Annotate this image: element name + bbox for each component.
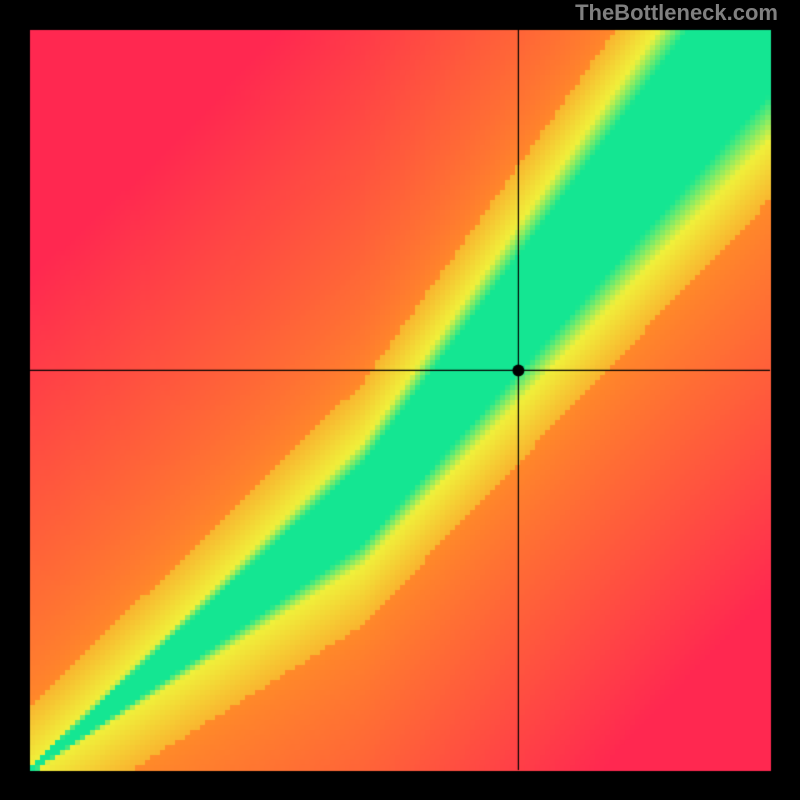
attribution-watermark: TheBottleneck.com: [575, 0, 778, 26]
chart-stage: TheBottleneck.com: [0, 0, 800, 800]
bottleneck-heatmap: [0, 0, 800, 800]
